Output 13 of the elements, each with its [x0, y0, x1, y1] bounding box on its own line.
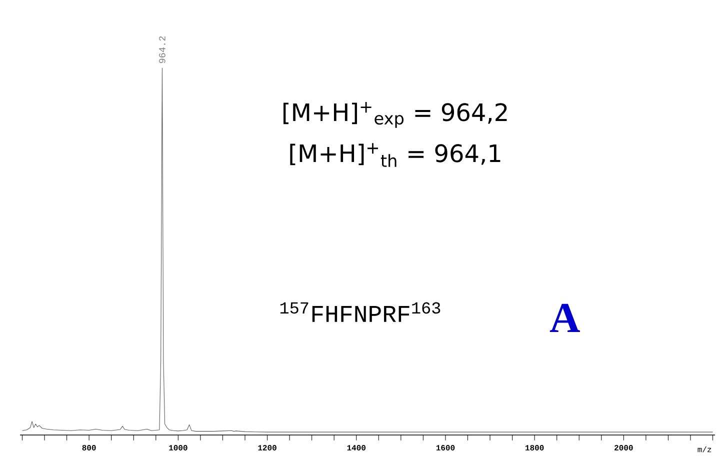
x-tick-label: 800: [82, 445, 96, 450]
annotation: $^{157}$FHFNPRF$^{163}$: [280, 302, 440, 322]
x-tick-label: 1000: [169, 445, 188, 450]
x-tick-label: 2000: [614, 445, 633, 450]
annotation: 964.2: [159, 36, 166, 64]
x-tick-label: 1400: [347, 445, 366, 450]
x-axis-title: m/z: [698, 446, 712, 452]
annotation: [M+H]$^{+}$$_{exp}$ = 964,2: [284, 102, 507, 128]
x-tick-label: 1200: [258, 445, 276, 450]
annotation: A: [550, 304, 580, 332]
annotation: [M+H]$^{+}$$_{th}$ = 964,1: [290, 143, 500, 167]
x-tick-label: 1800: [526, 445, 544, 450]
x-tick-label: 1600: [436, 445, 455, 450]
